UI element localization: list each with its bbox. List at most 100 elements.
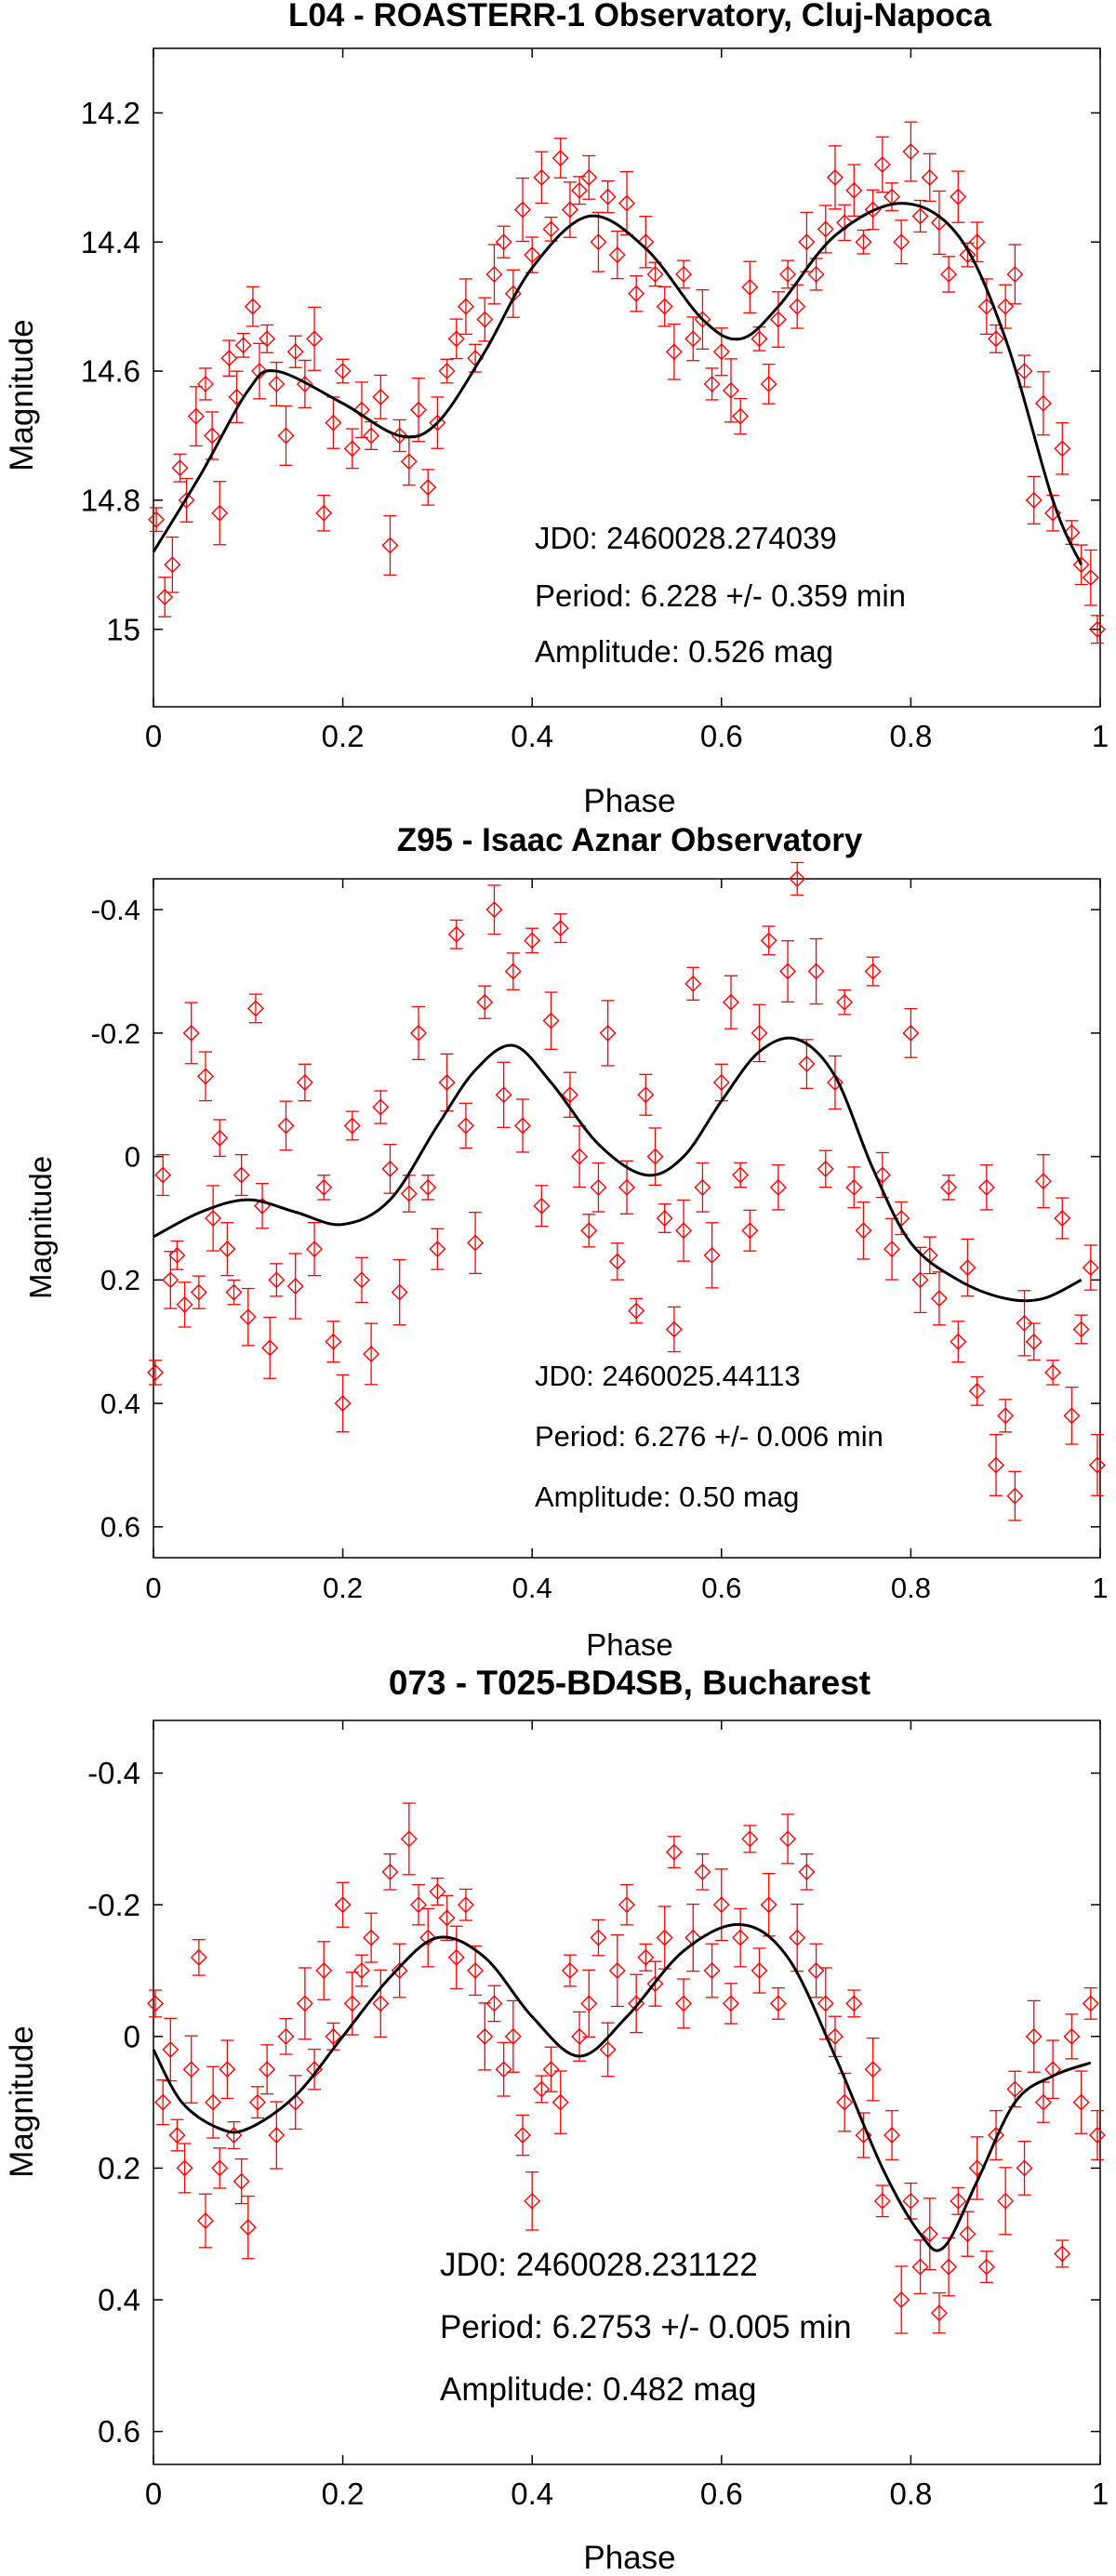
data-point [722, 358, 739, 423]
data-point [162, 1251, 179, 1309]
data-point [254, 1182, 272, 1229]
data-point [352, 381, 370, 439]
data-point [561, 181, 578, 238]
data-point [315, 1941, 333, 2000]
data-point [968, 2136, 986, 2200]
x-axis-label: Phase [583, 783, 675, 819]
data-point [524, 2171, 541, 2231]
data-point [211, 1119, 229, 1158]
data-point [884, 1217, 901, 1281]
data-point [438, 1053, 456, 1112]
data-point [590, 211, 607, 272]
data-point [590, 1919, 607, 1957]
data-point [732, 1907, 750, 1968]
x-tick-label: 0.6 [700, 2476, 743, 2511]
data-point [244, 285, 261, 327]
data-point [637, 1943, 655, 1972]
data-point [410, 1005, 428, 1061]
fit-curve [152, 1922, 1092, 2252]
data-point [148, 507, 166, 533]
data-point [779, 940, 797, 1003]
data-point [732, 1162, 750, 1188]
data-point [1006, 244, 1024, 305]
data-point [656, 1905, 673, 1970]
data-point [495, 1061, 512, 1128]
data-point [1025, 475, 1043, 525]
data-point [817, 1967, 834, 2040]
data-point [410, 378, 428, 443]
data-point [400, 1802, 418, 1876]
data-point [261, 1316, 279, 1379]
data-point [845, 1166, 863, 1209]
data-point [703, 367, 721, 401]
data-point [769, 1986, 787, 2020]
data-point [168, 1240, 186, 1270]
data-point [147, 1989, 165, 2018]
data-point [893, 2265, 910, 2334]
data-point [921, 153, 938, 202]
data-point [476, 2002, 494, 2071]
data-point [703, 1943, 721, 1998]
data-point [1063, 1387, 1081, 1445]
data-point [533, 151, 551, 205]
panel-l04: L04 - ROASTERR-1 Observatory, Cluj-Napoc… [4, 0, 1109, 819]
y-tick-label: 0 [125, 1140, 140, 1173]
data-point [277, 1100, 295, 1151]
data-point [760, 925, 777, 956]
data-point [542, 2046, 560, 2092]
y-tick-label: 14.6 [81, 354, 140, 389]
data-point [902, 121, 920, 182]
data-point [826, 145, 844, 210]
data-point [268, 1263, 286, 1297]
y-tick-label: 0.2 [100, 1264, 140, 1296]
fit-curve [153, 1036, 1083, 1303]
data-point [836, 204, 854, 242]
data-point [902, 2182, 920, 2220]
data-point [665, 1836, 683, 1869]
data-point [580, 1969, 598, 2038]
data-point [296, 1063, 313, 1102]
data-point [807, 1943, 825, 1998]
data-point [1016, 2140, 1033, 2196]
data-point [419, 1907, 437, 1968]
y-tick-label: 14.2 [81, 96, 140, 130]
data-point [391, 1943, 408, 1998]
data-point [656, 1203, 673, 1233]
data-point [1088, 1433, 1106, 1496]
data-point [197, 367, 214, 401]
data-point [325, 2022, 342, 2051]
data-point [306, 2048, 324, 2091]
plot-frame [153, 47, 1101, 708]
data-point [190, 1275, 207, 1309]
data-point [741, 260, 759, 314]
data-point [637, 1073, 655, 1116]
data-point [608, 1242, 626, 1281]
y-tick-label: 14.8 [81, 483, 140, 517]
y-tick-label: 0.6 [98, 2414, 140, 2449]
data-point [325, 396, 342, 449]
data-point [232, 1153, 250, 1197]
data-point [447, 318, 465, 360]
data-point [343, 1110, 361, 1141]
x-axis-label: Phase [586, 1627, 673, 1662]
data-point [628, 1297, 645, 1324]
data-point [504, 1999, 522, 2073]
data-point [977, 1164, 995, 1211]
data-point [410, 1883, 428, 1926]
x-tick-label: 0.6 [701, 1572, 741, 1604]
data-point [1054, 422, 1071, 475]
data-point [836, 989, 854, 1016]
data-point [211, 481, 229, 546]
y-tick-label: -0.4 [87, 1756, 140, 1790]
annotation-amplitude: Amplitude: 0.482 mag [440, 2371, 756, 2408]
data-point [495, 2041, 512, 2097]
data-point [665, 1306, 683, 1353]
data-point [372, 374, 390, 419]
annotation-jd0: JD0: 2460028.231122 [440, 2247, 758, 2283]
data-point [779, 259, 797, 289]
data-point [182, 2035, 200, 2104]
data-point [352, 1256, 370, 1304]
y-tick-label: -0.4 [91, 894, 140, 926]
x-tick-label: 0.2 [322, 719, 365, 753]
data-point [225, 2120, 243, 2150]
